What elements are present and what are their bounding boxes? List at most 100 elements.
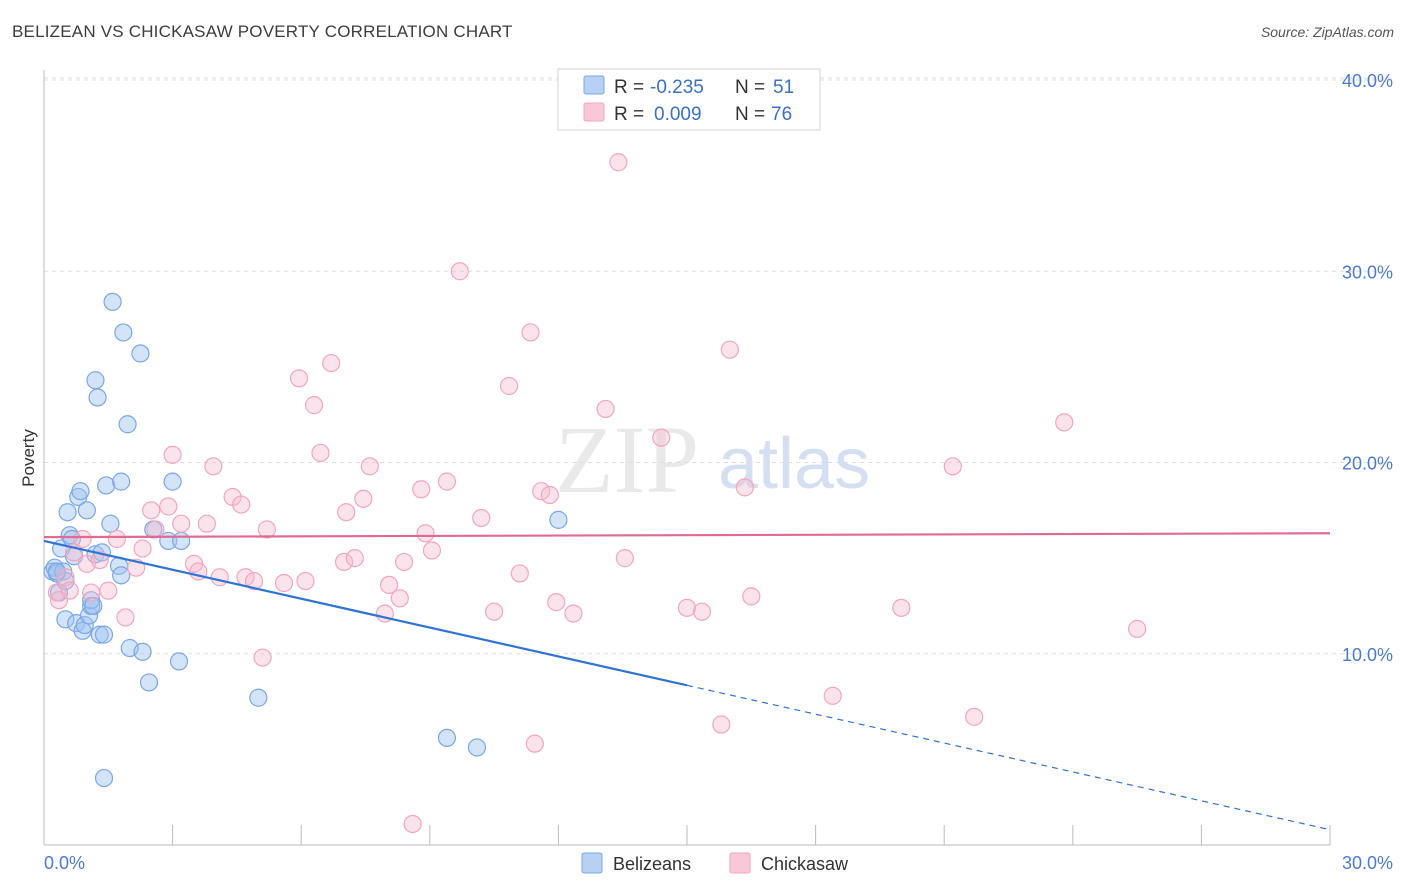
point-belizeans-42	[163, 472, 182, 491]
x-tick-label-max: 30.0%	[1342, 853, 1393, 873]
trendline-chickasaw	[43, 532, 1331, 539]
series-chickasaw-points	[47, 153, 1147, 834]
source-note: Source: ZipAtlas.com	[1260, 24, 1394, 40]
point-belizeans-25	[90, 625, 109, 644]
point-chickasaw-37	[337, 503, 356, 522]
legend-label-belizeans: Belizeans	[613, 854, 691, 874]
point-chickasaw-30	[274, 573, 294, 593]
x-tick-label-min: 0.0%	[44, 853, 85, 873]
point-belizeans-23	[86, 371, 105, 390]
point-chickasaw-8	[90, 550, 109, 570]
y-tick-label-0: 10.0%	[1342, 645, 1393, 665]
point-chickasaw-14	[142, 501, 161, 520]
stats-n-label-belizeans: N =	[735, 77, 765, 98]
point-belizeans-46	[437, 728, 457, 748]
point-chickasaw-38	[345, 549, 364, 568]
legend: Belizeans Chickasaw	[581, 852, 849, 874]
y-axis-label: Poverty	[19, 429, 38, 487]
stats-n-value-belizeans: 51	[773, 77, 794, 98]
point-chickasaw-18	[172, 514, 191, 533]
point-belizeans-44	[172, 531, 191, 551]
point-belizeans-28	[97, 476, 116, 495]
point-chickasaw-29	[257, 520, 277, 539]
point-chickasaw-31	[289, 369, 309, 388]
point-chickasaw-22	[204, 457, 223, 476]
point-chickasaw-54	[510, 564, 529, 583]
point-belizeans-48	[549, 510, 568, 529]
point-chickasaw-55	[521, 323, 540, 342]
x-axis-ticks	[43, 825, 1331, 845]
point-belizeans-33	[112, 472, 131, 491]
point-chickasaw-32	[296, 571, 315, 591]
point-belizeans-34	[114, 323, 133, 342]
point-chickasaw-62	[609, 153, 628, 172]
point-belizeans-7	[56, 610, 75, 629]
point-belizeans-21	[84, 596, 103, 616]
point-chickasaw-7	[82, 583, 101, 602]
chart-title: BELIZEAN VS CHICKASAW POVERTY CORRELATIO…	[12, 22, 513, 41]
point-belizeans-27	[94, 625, 114, 644]
y-tick-label-2: 30.0%	[1342, 262, 1393, 282]
trendline-belizeans-dashed	[686, 684, 1331, 831]
point-belizeans-24	[88, 388, 107, 407]
legend-label-chickasaw: Chickasaw	[761, 854, 849, 874]
point-chickasaw-39	[354, 489, 373, 508]
point-chickasaw-50	[450, 262, 469, 281]
point-chickasaw-58	[540, 485, 559, 505]
legend-swatch-chickasaw	[729, 852, 751, 874]
point-chickasaw-10	[107, 529, 126, 549]
watermark-atlas: atlas	[718, 424, 870, 504]
point-chickasaw-73	[943, 457, 962, 476]
legend-swatch-belizeans	[581, 852, 603, 874]
point-chickasaw-75	[1055, 413, 1074, 432]
trendline-belizeans-solid	[43, 539, 688, 687]
stats-r-label-chickasaw: R =	[614, 104, 644, 125]
stats-r-value-chickasaw: 0.009	[654, 104, 702, 125]
point-chickasaw-45	[403, 814, 422, 834]
point-chickasaw-63	[615, 549, 634, 568]
point-belizeans-37	[131, 344, 150, 363]
point-chickasaw-61	[596, 399, 615, 419]
point-belizeans-49	[94, 768, 114, 788]
point-chickasaw-21	[197, 514, 216, 533]
point-belizeans-16	[75, 615, 94, 635]
point-chickasaw-53	[500, 376, 519, 396]
point-belizeans-47	[467, 738, 487, 757]
y-axis-tick-labels: 10.0% 20.0% 30.0% 40.0%	[1342, 71, 1393, 665]
point-chickasaw-33	[304, 396, 324, 415]
stats-swatch-belizeans	[583, 75, 605, 95]
point-chickasaw-25	[232, 495, 251, 514]
point-chickasaw-47	[416, 524, 435, 543]
watermark-zip: ZIP	[555, 406, 699, 513]
point-belizeans-35	[118, 415, 137, 434]
point-belizeans-9	[58, 503, 77, 522]
point-chickasaw-17	[163, 445, 182, 464]
point-chickasaw-49	[437, 472, 457, 491]
stats-n-value-chickasaw: 76	[771, 104, 792, 125]
grid-lines	[44, 77, 1394, 655]
point-chickasaw-71	[823, 686, 842, 705]
point-belizeans-30	[103, 292, 122, 311]
point-chickasaw-70	[742, 587, 761, 606]
point-chickasaw-60	[564, 604, 583, 623]
point-chickasaw-67	[712, 715, 731, 734]
point-chickasaw-43	[390, 589, 409, 608]
point-belizeans-45	[249, 688, 268, 707]
point-chickasaw-15	[146, 520, 165, 539]
point-chickasaw-65	[677, 598, 697, 617]
stats-n-label-chickasaw: N =	[735, 104, 765, 125]
point-chickasaw-57	[532, 482, 551, 501]
point-belizeans-43	[169, 652, 189, 671]
trend-lines	[43, 532, 1331, 831]
point-chickasaw-3	[60, 581, 79, 600]
point-chickasaw-69	[735, 478, 754, 497]
point-chickasaw-66	[692, 602, 712, 621]
stats-r-value-belizeans: -0.235	[650, 77, 704, 98]
point-chickasaw-44	[394, 552, 414, 572]
series-belizeans-points	[43, 292, 568, 788]
point-chickasaw-13	[133, 539, 152, 558]
point-chickasaw-27	[244, 571, 264, 591]
point-belizeans-39	[139, 673, 159, 692]
point-belizeans-17	[77, 501, 96, 520]
